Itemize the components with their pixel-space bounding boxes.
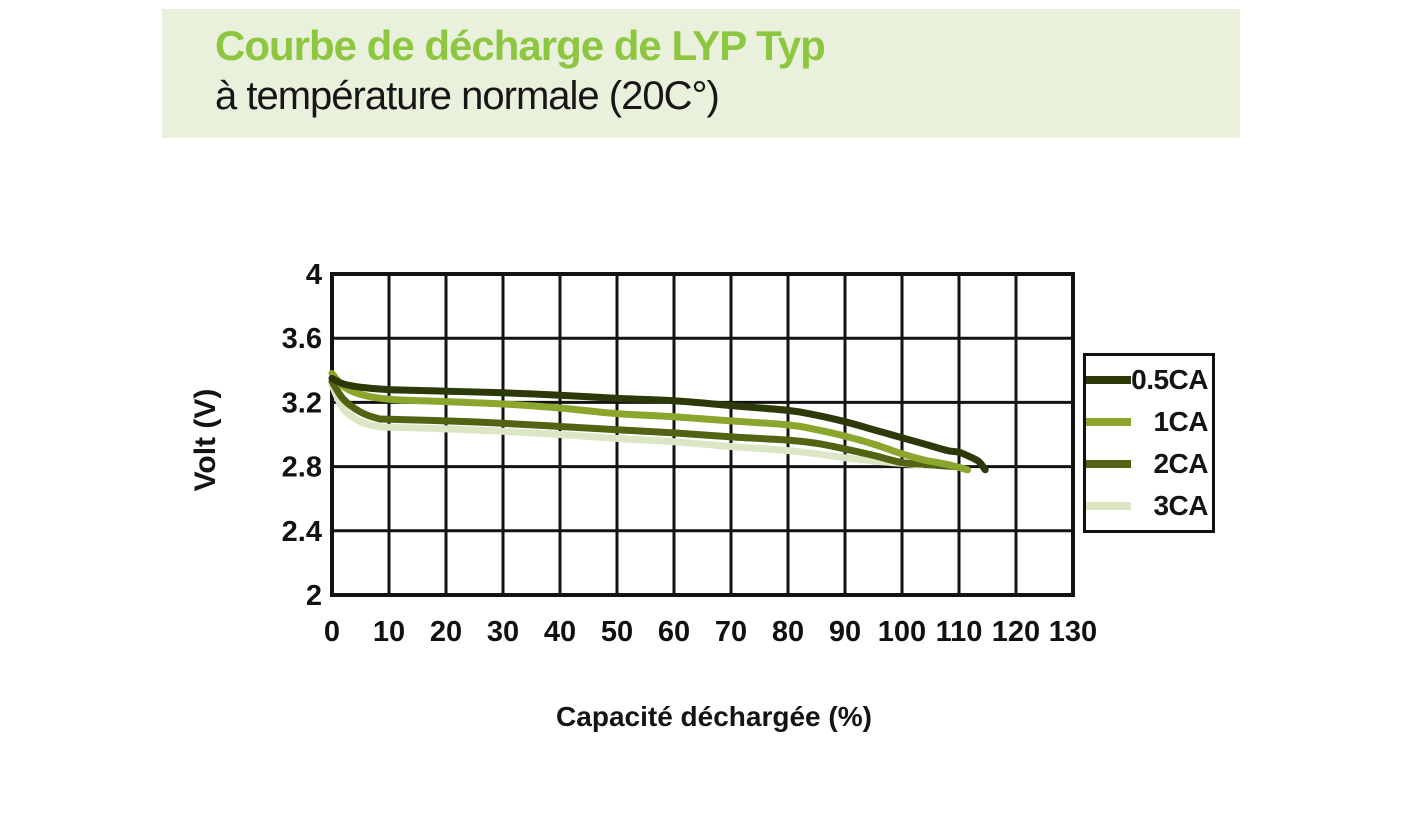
- x-tick-label: 60: [658, 616, 690, 648]
- legend-label: 2CA: [1153, 448, 1208, 479]
- legend-swatch-3ca: [1086, 502, 1131, 510]
- chart-title: Courbe de décharge de LYP Typ: [215, 22, 826, 69]
- legend-swatch-1ca: [1086, 418, 1131, 426]
- curve-0.5CA: [328, 374, 989, 474]
- x-tick-label: 130: [1049, 616, 1097, 648]
- x-tick-label: 20: [430, 616, 462, 648]
- y-axis-title: Volt (V): [189, 388, 222, 492]
- legend-row: 2CA: [1086, 443, 1212, 485]
- y-tick-label: 3.2: [282, 387, 322, 419]
- legend-row: 0.5CA: [1086, 359, 1212, 401]
- x-tick-label: 90: [829, 616, 861, 648]
- x-tick-label: 70: [715, 616, 747, 648]
- y-tick-label: 2: [306, 580, 322, 612]
- curve-3CA: [328, 381, 926, 469]
- legend: 0.5CA 1CA 2CA 3CA: [1083, 353, 1215, 533]
- y-tick-label: 4: [306, 259, 322, 291]
- legend-row: 3CA: [1086, 485, 1212, 527]
- legend-row: 1CA: [1086, 401, 1212, 443]
- x-tick-label: 100: [878, 616, 926, 648]
- legend-label: 3CA: [1153, 490, 1208, 521]
- curve-1CA: [328, 370, 971, 474]
- legend-label: 0.5CA: [1131, 364, 1208, 395]
- x-tick-label: 80: [772, 616, 804, 648]
- x-tick-label: 0: [324, 616, 340, 648]
- curve-2CA: [328, 378, 960, 471]
- x-tick-label: 50: [601, 616, 633, 648]
- x-tick-label: 30: [487, 616, 519, 648]
- x-tick-label: 10: [373, 616, 405, 648]
- x-axis-title: Capacité déchargée (%): [556, 701, 872, 732]
- plot-border: [330, 272, 1075, 597]
- chart-subtitle: à température normale (20C°): [215, 74, 720, 118]
- y-tick-label: 2.8: [282, 452, 322, 484]
- x-tick-label: 120: [992, 616, 1040, 648]
- y-tick-label: 2.4: [282, 516, 322, 548]
- legend-label: 1CA: [1153, 406, 1208, 437]
- y-tick-label: 3.6: [282, 323, 322, 355]
- legend-swatch-0.5ca: [1086, 376, 1131, 384]
- legend-swatch-2ca: [1086, 460, 1131, 468]
- header-band: Courbe de décharge de LYP Typ à températ…: [162, 9, 1240, 138]
- x-tick-label: 40: [544, 616, 576, 648]
- x-tick-label: 110: [936, 616, 983, 648]
